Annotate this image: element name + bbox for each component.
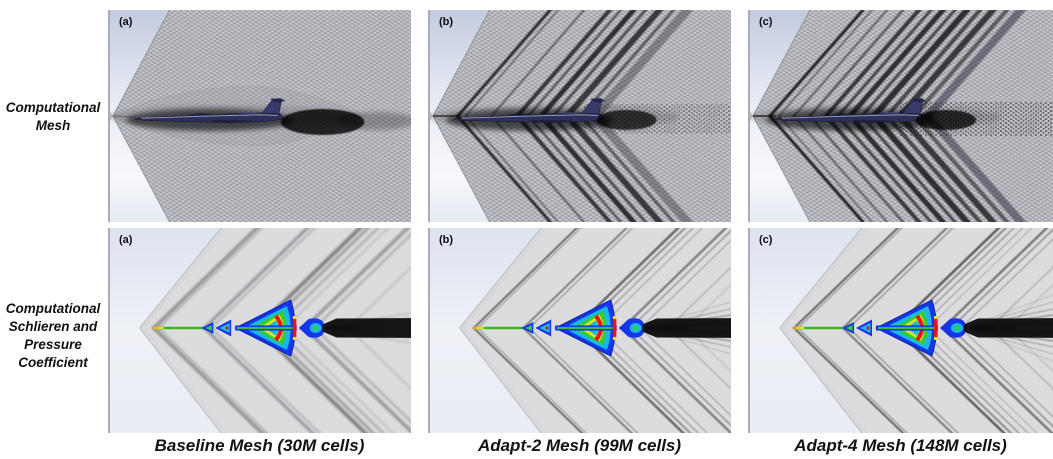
panel-label-a: (a) — [119, 16, 133, 28]
schlieren-image-adapt2 — [430, 228, 731, 433]
panel-label-b: (b) — [439, 16, 454, 28]
mesh-panel-adapt4: (c) — [748, 10, 1053, 222]
panel-label-c: (c) — [759, 234, 773, 246]
mesh-panel-adapt2: (b) — [428, 10, 731, 222]
schlieren-panel-adapt4: (c) — [748, 228, 1053, 433]
row-label-computational-mesh: Computational Mesh — [5, 100, 101, 133]
schlieren-image-adapt4 — [750, 228, 1053, 433]
caption-adapt4-mesh: Adapt-4 Mesh (148M cells) — [794, 436, 1007, 455]
panel-label-a: (a) — [119, 234, 133, 246]
schlieren-image-baseline — [110, 228, 411, 433]
mesh-panel-baseline: (a) — [108, 10, 411, 222]
mesh-image-adapt4 — [750, 10, 1053, 222]
mesh-image-adapt2 — [430, 10, 731, 222]
panel-label-b: (b) — [439, 234, 454, 246]
row-label-schlieren-pressure: Computational Schlieren and Pressure Coe… — [5, 301, 101, 370]
caption-adapt2-mesh: Adapt-2 Mesh (99M cells) — [477, 436, 682, 455]
caption-baseline-mesh: Baseline Mesh (30M cells) — [154, 436, 365, 455]
schlieren-panel-adapt2: (b) — [428, 228, 731, 433]
mesh-image-baseline — [110, 10, 411, 222]
panel-label-c: (c) — [759, 16, 773, 28]
schlieren-panel-baseline: (a) — [108, 228, 411, 433]
